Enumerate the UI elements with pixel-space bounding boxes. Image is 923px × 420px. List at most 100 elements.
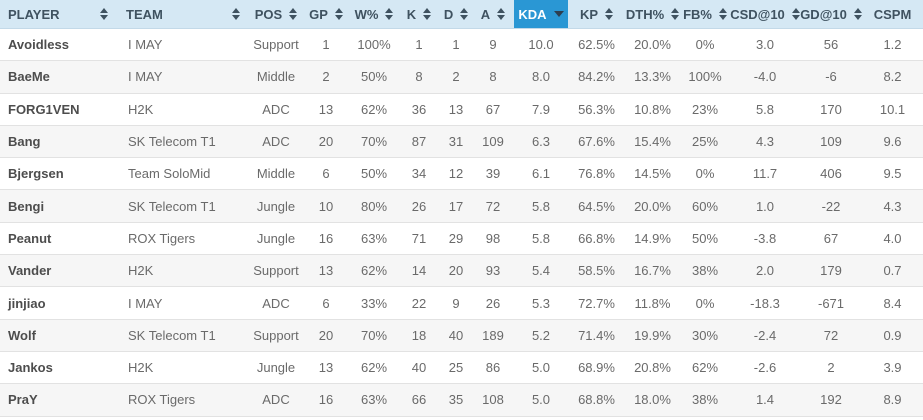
- cell-gd10: -6: [800, 60, 862, 94]
- cell-k: 71: [398, 221, 440, 255]
- cell-wpct: 62%: [350, 254, 398, 287]
- cell-player: Peanut: [0, 221, 118, 255]
- cell-pos: Middle: [250, 60, 302, 94]
- cell-a: 109: [472, 124, 514, 158]
- cell-gd10: 179: [800, 254, 862, 287]
- table-row-Wolf: Wolf SK Telecom T1 Support 20 70% 18 40 189 5.2 7…: [0, 318, 923, 352]
- sort-toggle-icon: [100, 8, 108, 20]
- col-header-fbpct[interactable]: FB%: [680, 0, 730, 29]
- cell-pos: ADC: [250, 92, 302, 126]
- cell-k: 34: [398, 157, 440, 190]
- col-header-label: CSD@10: [730, 6, 785, 22]
- col-header-gp[interactable]: GP: [302, 0, 350, 29]
- cell-cspm: 0.7: [862, 254, 923, 287]
- cell-a: 189: [472, 318, 514, 352]
- col-header-label: A: [480, 6, 491, 22]
- cell-kda: 5.0: [514, 383, 568, 417]
- cell-gp: 2: [302, 60, 350, 94]
- cell-pos: Middle: [250, 157, 302, 190]
- cell-d: 25: [440, 350, 472, 384]
- cell-csd10: 11.7: [730, 157, 800, 190]
- cell-wpct: 62%: [350, 350, 398, 384]
- cell-csd10: 1.0: [730, 189, 800, 223]
- cell-dthpct: 15.4%: [625, 124, 680, 158]
- cell-kp: 68.8%: [568, 383, 625, 417]
- cell-pos: Jungle: [250, 221, 302, 255]
- cell-d: 12: [440, 157, 472, 190]
- table-row-Bang: Bang SK Telecom T1 ADC 20 70% 87 31 109 6.3 67.6%…: [0, 124, 923, 158]
- cell-fbpct: 38%: [680, 383, 730, 417]
- cell-kda: 10.0: [528, 37, 554, 53]
- col-header-dthpct[interactable]: DTH%: [625, 0, 680, 29]
- cell-d: 2: [440, 60, 472, 94]
- table-row-jinjiao: jinjiao I MAY ADC 6 33% 22 9 26 5.3 72.7% 11.8% 0% -…: [0, 286, 923, 320]
- sort-toggle-icon: [497, 8, 506, 20]
- cell-kp: 66.8%: [568, 221, 625, 255]
- cell-d: 20: [440, 254, 472, 287]
- cell-kp: 68.9%: [568, 350, 625, 384]
- cell-player: Vander: [0, 254, 118, 287]
- cell-player: Avoidless: [8, 37, 69, 53]
- cell-csd10: 5.8: [730, 92, 800, 126]
- cell-pos: Support: [250, 254, 302, 287]
- cell-dthpct: 11.8%: [625, 286, 680, 320]
- col-header-k[interactable]: K: [398, 0, 440, 29]
- col-header-gd10[interactable]: GD@10: [800, 0, 862, 29]
- cell-fbpct: 0%: [680, 157, 730, 190]
- cell-csd10: -18.3: [730, 286, 800, 320]
- cell-fbpct: 0%: [695, 37, 715, 53]
- table-body: Avoidless I MAY Support 1 100% 1 1 9 10.0 62.5% 20…: [0, 28, 923, 417]
- sort-toggle-icon: [289, 8, 298, 20]
- cell-fbpct: 60%: [680, 189, 730, 223]
- col-header-a[interactable]: A: [472, 0, 514, 29]
- col-header-cspm[interactable]: CSPM: [862, 0, 923, 29]
- cell-gd10: 406: [800, 157, 862, 190]
- cell-dthpct: 20.8%: [625, 350, 680, 384]
- cell-k: 26: [398, 189, 440, 223]
- col-header-d[interactable]: D: [440, 0, 472, 29]
- col-header-label: TEAM: [126, 6, 163, 22]
- col-header-label: GP: [309, 6, 328, 22]
- cell-player: jinjiao: [0, 286, 118, 320]
- col-header-player[interactable]: PLAYER: [0, 0, 118, 29]
- sort-toggle-icon: [385, 8, 394, 20]
- cell-kp: 67.6%: [568, 124, 625, 158]
- cell-cspm: 9.6: [862, 124, 923, 158]
- col-header-team[interactable]: TEAM: [118, 0, 250, 29]
- cell-pos: ADC: [250, 286, 302, 320]
- col-header-wpct[interactable]: W%: [350, 0, 398, 29]
- cell-gp: 13: [302, 254, 350, 287]
- cell-fbpct: 50%: [680, 221, 730, 255]
- cell-k: 8: [398, 60, 440, 94]
- cell-csd10: 2.0: [730, 254, 800, 287]
- cell-wpct: 80%: [350, 189, 398, 223]
- cell-csd10: 3.0: [755, 37, 775, 53]
- col-header-csd10[interactable]: CSD@10: [730, 0, 800, 29]
- cell-kda: 5.8: [514, 189, 568, 223]
- cell-team: SK Telecom T1: [118, 189, 250, 223]
- cell-gd10: -22: [800, 189, 862, 223]
- table-row-Jankos: Jankos H2K Jungle 13 62% 40 25 86 5.0 68.9% 20.8% 6…: [0, 350, 923, 384]
- cell-wpct: 63%: [350, 221, 398, 255]
- col-header-kda[interactable]: KDA: [514, 0, 568, 29]
- col-header-kp[interactable]: KP: [568, 0, 625, 29]
- cell-pos: ADC: [250, 124, 302, 158]
- cell-gp: 10: [302, 189, 350, 223]
- cell-cspm: 9.5: [862, 157, 923, 190]
- cell-team: ROX Tigers: [118, 221, 250, 255]
- table-header: PLAYER TEAM POS GP W% K D A KDA KP DTH% FB% CSD@10 GD…: [0, 0, 923, 29]
- cell-dthpct: 19.9%: [625, 318, 680, 352]
- cell-cspm: 4.0: [862, 221, 923, 255]
- cell-kda: 5.2: [514, 318, 568, 352]
- cell-gp: 16: [302, 383, 350, 417]
- cell-fbpct: 62%: [680, 350, 730, 384]
- cell-a: 67: [472, 92, 514, 126]
- cell-gp: 6: [302, 157, 350, 190]
- cell-dthpct: 20.0%: [625, 189, 680, 223]
- cell-d: 29: [440, 221, 472, 255]
- col-header-pos[interactable]: POS: [250, 0, 302, 29]
- cell-gd10: 67: [800, 221, 862, 255]
- cell-dthpct: 13.3%: [625, 60, 680, 94]
- cell-team: H2K: [118, 254, 250, 287]
- col-header-label: PLAYER: [8, 6, 60, 22]
